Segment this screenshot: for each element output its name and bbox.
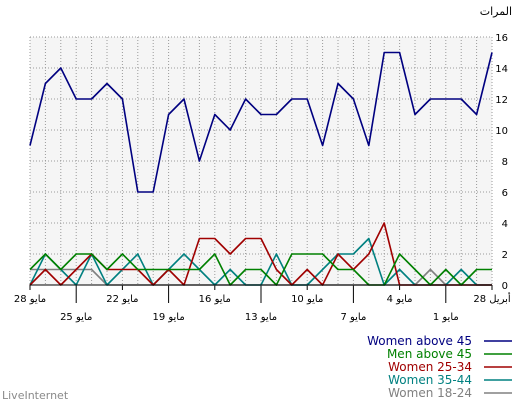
legend-label: Men above 45 xyxy=(387,347,472,361)
y-tick-label: 4 xyxy=(502,219,508,230)
x-tick-label: 13 مايو xyxy=(245,312,277,323)
x-tick-label: 19 مايو xyxy=(152,312,184,323)
y-tick-label: 0 xyxy=(502,281,508,292)
y-tick-label: 12 xyxy=(495,95,508,106)
brand-logo-text: LiveInternet xyxy=(2,389,69,402)
x-tick-label: 1 مايو xyxy=(433,312,459,323)
y-tick-label: 2 xyxy=(502,250,508,261)
y-axis-tick-labels: 0 2 4 6 8 10 12 14 16 xyxy=(495,33,508,292)
x-tick-label: 28 أبريل xyxy=(473,292,511,305)
legend-label: Women 25-34 xyxy=(388,360,472,374)
series-line xyxy=(29,51,493,193)
legend-label: Women 35-44 xyxy=(388,373,472,387)
x-tick-label: 4 مايو xyxy=(387,294,413,305)
x-tick-label: 16 مايو xyxy=(199,294,231,305)
y-tick-label: 14 xyxy=(495,64,508,75)
x-tick-label: 25 مايو xyxy=(60,312,92,323)
x-tick-label: 10 مايو xyxy=(291,294,323,305)
legend-label: Women 18-24 xyxy=(388,386,472,400)
x-axis-tick-labels: 28 مايو 22 مايو 16 مايو 10 مايو 4 مايو 28 أبر… xyxy=(14,292,511,323)
x-tick-label: 28 مايو xyxy=(14,294,46,305)
x-axis-ticks xyxy=(29,285,493,303)
x-tick-label: 7 مايو xyxy=(340,312,366,323)
legend-label: Women above 45 xyxy=(367,334,472,348)
y-tick-label: 6 xyxy=(502,188,508,199)
x-tick-label: 22 مايو xyxy=(106,294,138,305)
y-axis-label: المرات xyxy=(480,5,512,18)
y-tick-label: 10 xyxy=(495,126,508,137)
series-line xyxy=(29,253,492,286)
y-tick-label: 16 xyxy=(495,33,508,44)
y-tick-label: 8 xyxy=(502,157,508,168)
